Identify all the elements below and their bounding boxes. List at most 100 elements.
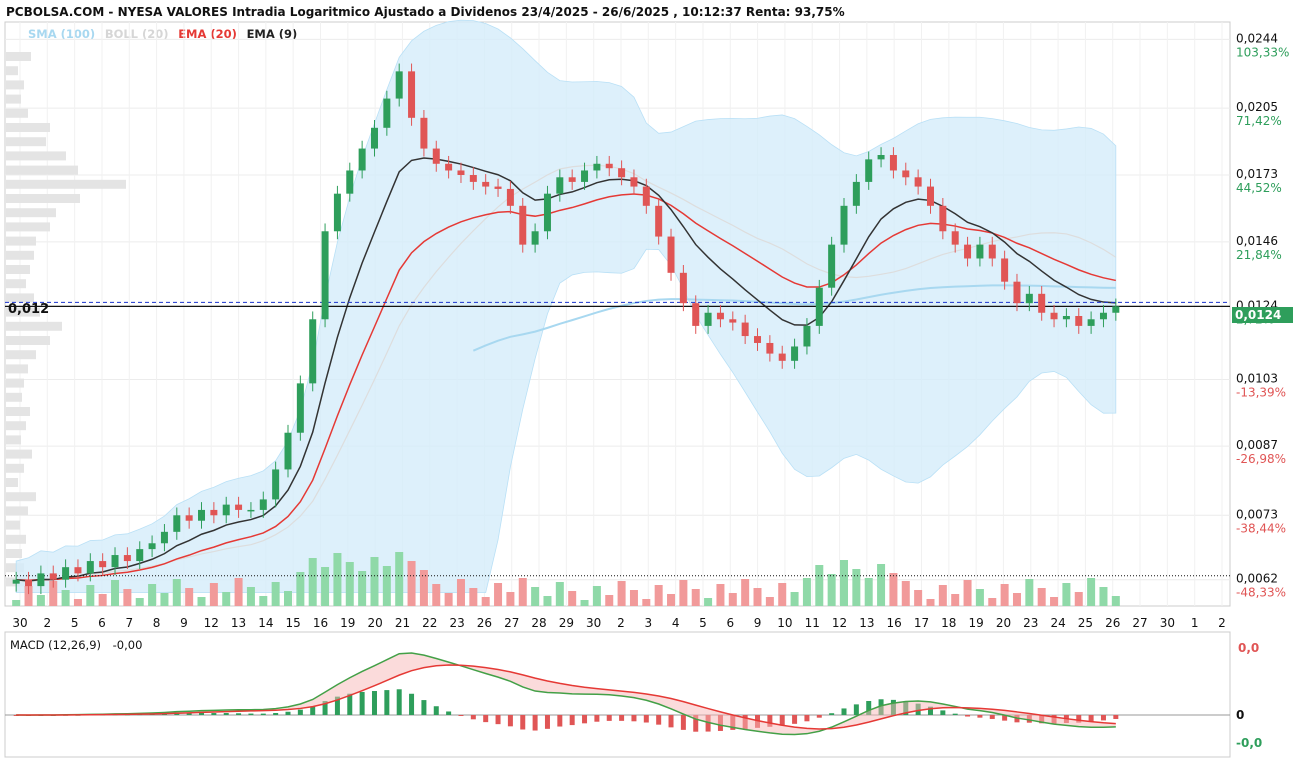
x-tick-label: 16 bbox=[887, 616, 902, 630]
macd-hist-bar bbox=[829, 713, 835, 715]
candle-body bbox=[803, 325, 811, 347]
volume-bar bbox=[469, 588, 478, 606]
candle-body bbox=[457, 170, 465, 176]
y-tick-pct: -38,44% bbox=[1236, 521, 1286, 535]
volume-bar bbox=[12, 600, 21, 606]
volume-bar bbox=[185, 588, 194, 606]
x-tick-label: 29 bbox=[559, 616, 574, 630]
candle-body bbox=[754, 336, 762, 343]
macd-hist-bar bbox=[594, 715, 600, 722]
candle-body bbox=[1001, 258, 1009, 282]
profile-bar bbox=[6, 137, 46, 147]
volume-bar bbox=[1012, 593, 1021, 606]
y-tick-pct: 44,52% bbox=[1236, 181, 1282, 195]
x-tick-label: 12 bbox=[204, 616, 219, 630]
volume-bar bbox=[61, 590, 70, 606]
macd-hist-bar bbox=[223, 713, 229, 715]
volume-bar bbox=[1111, 596, 1120, 606]
macd-hist-bar bbox=[544, 715, 550, 729]
volume-bar bbox=[1074, 592, 1083, 606]
legend-boll: BOLL (20) bbox=[104, 27, 169, 41]
volume-bar bbox=[704, 598, 713, 606]
x-tick-label: 6 bbox=[98, 616, 106, 630]
macd-hist-bar bbox=[334, 696, 340, 715]
volume-bar bbox=[345, 562, 354, 606]
x-tick-label: 27 bbox=[1132, 616, 1147, 630]
volume-bar bbox=[506, 592, 515, 606]
profile-bar bbox=[6, 463, 24, 473]
candle-body bbox=[766, 342, 774, 354]
volume-bar bbox=[667, 594, 676, 606]
macd-axis-bottom: -0,0 bbox=[1236, 736, 1262, 750]
y-tick-pct: -13,39% bbox=[1236, 386, 1286, 400]
candle-body bbox=[12, 579, 20, 584]
volume-bar bbox=[481, 597, 490, 606]
candle-body bbox=[62, 567, 70, 580]
volume-bar bbox=[296, 572, 305, 606]
y-tick-pct: -26,98% bbox=[1236, 452, 1286, 466]
candle-body bbox=[383, 98, 391, 128]
volume-bar bbox=[988, 598, 997, 606]
volume-bar bbox=[1050, 597, 1059, 606]
x-tick-label: 24 bbox=[1050, 616, 1065, 630]
profile-bar bbox=[6, 66, 18, 76]
volume-bar bbox=[234, 578, 243, 606]
volume-bar bbox=[901, 581, 910, 606]
x-tick-label: 26 bbox=[1105, 616, 1120, 630]
volume-bar bbox=[284, 591, 292, 606]
candle-body bbox=[716, 312, 724, 320]
legend: SMA (100) BOLL (20) EMA (20) EMA (9) bbox=[28, 27, 303, 41]
volume-bar bbox=[456, 579, 465, 606]
macd-hist-bar bbox=[940, 710, 946, 715]
volume-profile bbox=[6, 52, 126, 587]
profile-bar bbox=[6, 563, 24, 573]
candle-body bbox=[469, 175, 477, 182]
macd-hist-bar bbox=[705, 715, 711, 732]
volume-bar bbox=[148, 584, 157, 606]
x-tick-label: 25 bbox=[1078, 616, 1093, 630]
candle-body bbox=[692, 303, 700, 326]
profile-bar bbox=[6, 194, 80, 203]
candle-body bbox=[556, 177, 564, 194]
profile-bar bbox=[6, 108, 28, 118]
y-tick-price: 0,0244 bbox=[1236, 31, 1278, 45]
volume-bar bbox=[543, 596, 552, 606]
macd-hist-bar bbox=[1076, 715, 1082, 723]
macd-hist-bar bbox=[816, 715, 822, 718]
volume-bar bbox=[642, 599, 651, 606]
macd-hist-bar bbox=[965, 715, 971, 717]
candle-body bbox=[494, 186, 502, 189]
macd-hist-bar bbox=[470, 715, 476, 720]
profile-bar bbox=[6, 236, 36, 246]
candle-body bbox=[1038, 293, 1046, 313]
candle-body bbox=[358, 148, 366, 171]
macd-hist-bar bbox=[384, 690, 390, 715]
candle-body bbox=[618, 168, 626, 178]
x-tick-label: 26 bbox=[477, 616, 492, 630]
candle-body bbox=[408, 71, 416, 118]
macd-hist-bar bbox=[359, 691, 365, 715]
volume-bar bbox=[840, 560, 848, 606]
x-tick-label: 8 bbox=[153, 616, 161, 630]
profile-bar bbox=[6, 506, 28, 516]
macd-hist-bar bbox=[347, 693, 353, 715]
x-tick-label: 5 bbox=[71, 616, 79, 630]
macd-hist-bar bbox=[792, 715, 798, 724]
x-tick-label: 2 bbox=[43, 616, 51, 630]
macd-hist-bar bbox=[557, 715, 563, 727]
sma-line bbox=[472, 284, 1116, 352]
candle-body bbox=[852, 181, 860, 206]
profile-bar bbox=[6, 364, 28, 374]
candle-body bbox=[99, 561, 107, 568]
macd-name: MACD (12,26,9) bbox=[10, 638, 101, 652]
candle-body bbox=[222, 504, 230, 516]
profile-bar bbox=[6, 350, 36, 360]
candle-body bbox=[840, 205, 848, 245]
macd-hist-bar bbox=[1113, 715, 1119, 719]
y-tick-price: 0,0073 bbox=[1236, 507, 1278, 521]
volume-bar bbox=[1000, 584, 1009, 606]
x-tick-label: 9 bbox=[754, 616, 762, 630]
volume-bar bbox=[790, 592, 799, 606]
candle-body bbox=[667, 236, 675, 273]
